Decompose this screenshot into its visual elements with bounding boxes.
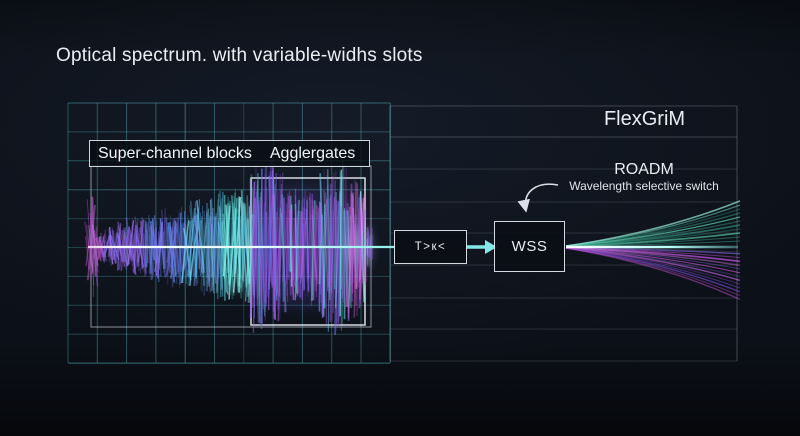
page-title: Optical spectrum. with variable-widhs sl… <box>56 45 423 66</box>
flexgrid-label: FlexGriM <box>603 108 686 130</box>
wss-output-fan <box>565 200 741 301</box>
agglergates-label: Agglergates <box>269 144 356 162</box>
roadm-pointer-arrow <box>517 183 559 213</box>
transponder-box: T>к< <box>394 230 467 264</box>
transponder-to-wss-arrow <box>467 240 497 254</box>
wavelength-selective-switch-label: Wavelength selective switch <box>569 179 719 193</box>
roadm-label: ROADM <box>614 161 674 178</box>
super-channel-blocks-label: Super-channel blocks <box>98 144 252 162</box>
wss-box: WSS <box>494 221 565 272</box>
spectrum-label-box: Super-channel blocks Agglergates <box>89 140 370 167</box>
